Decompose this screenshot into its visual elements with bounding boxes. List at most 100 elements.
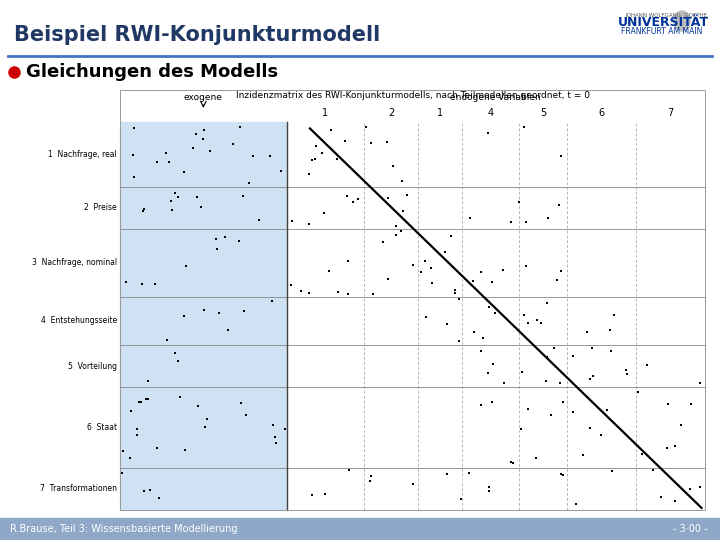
Text: 1: 1: [323, 108, 328, 118]
Point: [304, 289, 315, 298]
Point: [137, 280, 148, 288]
Point: [446, 232, 457, 241]
Point: [143, 395, 154, 403]
Point: [632, 388, 644, 396]
Point: [585, 375, 596, 383]
Point: [169, 188, 181, 197]
Point: [475, 347, 487, 355]
Point: [202, 415, 213, 423]
Point: [621, 369, 633, 378]
Point: [240, 410, 252, 419]
Point: [441, 320, 452, 328]
Point: [140, 395, 152, 403]
Point: [498, 379, 510, 387]
Point: [541, 299, 552, 308]
Point: [523, 405, 534, 414]
Point: [554, 379, 566, 388]
Point: [675, 420, 686, 429]
Point: [180, 262, 192, 271]
Point: [542, 214, 554, 222]
Point: [275, 166, 287, 175]
Point: [694, 482, 706, 491]
Bar: [120, 122, 287, 510]
Point: [377, 237, 389, 246]
Point: [584, 423, 595, 432]
Point: [601, 405, 613, 414]
Point: [138, 487, 150, 495]
Point: [153, 493, 164, 502]
Point: [120, 278, 132, 286]
Point: [279, 425, 290, 434]
Point: [454, 337, 465, 346]
Point: [286, 217, 297, 225]
Text: 5  Vorteilung: 5 Vorteilung: [68, 362, 117, 370]
Point: [490, 308, 501, 317]
Point: [128, 172, 140, 181]
Point: [364, 477, 376, 485]
Point: [396, 177, 408, 186]
Point: [382, 193, 393, 202]
Point: [401, 191, 413, 200]
Point: [487, 278, 498, 287]
Point: [138, 207, 149, 215]
Point: [518, 310, 530, 319]
Point: [606, 467, 618, 475]
Point: [685, 485, 696, 494]
Point: [463, 468, 474, 477]
Point: [513, 197, 525, 206]
Point: [347, 197, 359, 206]
Point: [253, 216, 265, 225]
Point: [555, 470, 567, 478]
Point: [408, 261, 419, 269]
Point: [608, 311, 620, 320]
Point: [268, 420, 279, 429]
Point: [387, 161, 398, 170]
Text: endogene Variablen: endogene Variablen: [451, 92, 541, 102]
Point: [124, 454, 135, 463]
Point: [160, 148, 171, 157]
Point: [464, 214, 476, 222]
Point: [117, 468, 128, 477]
Point: [179, 446, 191, 454]
Text: - 3·00 -: - 3·00 -: [672, 524, 707, 534]
Point: [420, 257, 431, 266]
Text: 1: 1: [437, 108, 444, 118]
Point: [271, 438, 282, 447]
Point: [210, 234, 222, 243]
Point: [323, 267, 335, 276]
Point: [195, 202, 207, 211]
Point: [587, 344, 598, 353]
Point: [482, 368, 494, 377]
Point: [415, 267, 427, 276]
Point: [523, 318, 534, 327]
Point: [266, 296, 278, 305]
Point: [483, 487, 495, 496]
Point: [234, 123, 246, 131]
Point: [518, 123, 530, 132]
Point: [331, 154, 343, 163]
Point: [554, 200, 565, 209]
Point: [549, 343, 560, 352]
Point: [552, 275, 563, 284]
Point: [604, 326, 616, 335]
Point: [204, 147, 215, 156]
Text: Gleichungen des Modells: Gleichungen des Modells: [26, 63, 278, 81]
Point: [516, 424, 527, 433]
Point: [318, 209, 329, 218]
Point: [557, 397, 569, 406]
Point: [520, 261, 531, 270]
Point: [482, 129, 494, 138]
Point: [179, 312, 190, 321]
Point: [172, 356, 184, 365]
Point: [342, 256, 354, 265]
Point: [129, 124, 140, 132]
Point: [193, 402, 204, 411]
Point: [243, 179, 255, 187]
Point: [135, 397, 147, 406]
Bar: [120, 90, 705, 510]
Point: [343, 466, 355, 475]
Point: [567, 408, 578, 416]
Point: [317, 148, 328, 157]
Point: [367, 289, 379, 298]
Text: JOHANN WOLFGANG  GOETHE: JOHANN WOLFGANG GOETHE: [625, 12, 707, 17]
